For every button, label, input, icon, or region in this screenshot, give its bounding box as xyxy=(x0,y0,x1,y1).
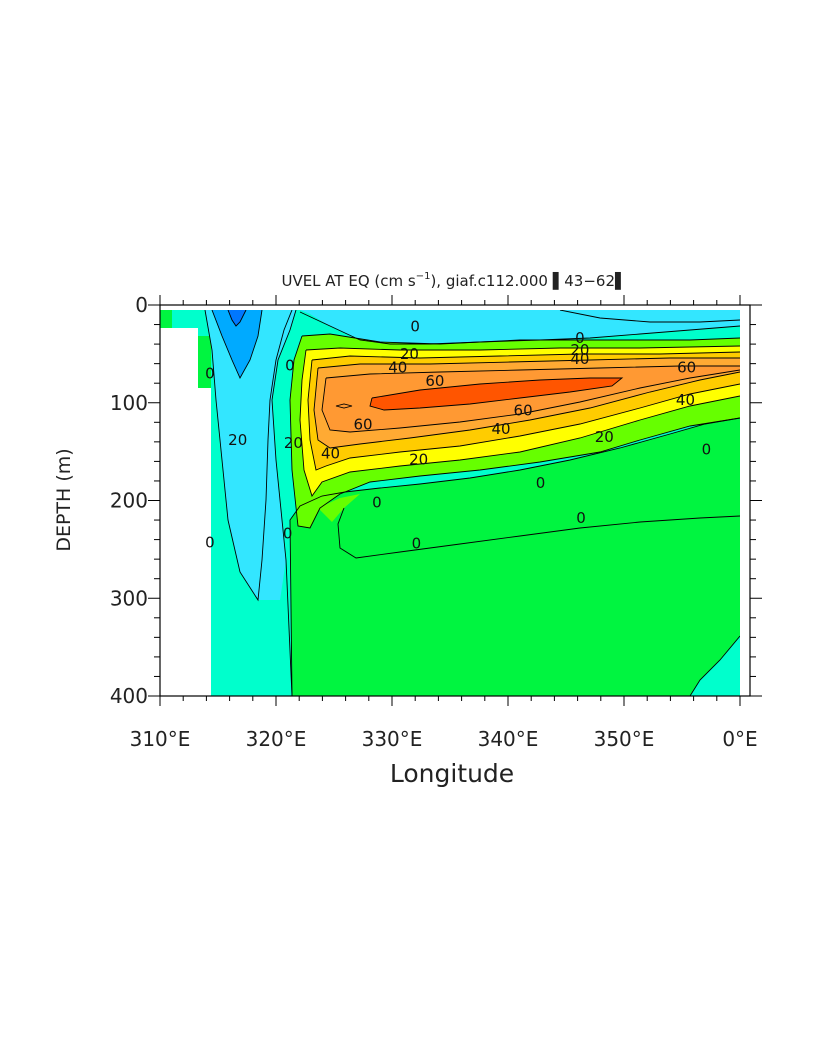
contour-label: 40 xyxy=(676,391,695,409)
x-axis-label: Longitude xyxy=(390,759,514,788)
contour-line xyxy=(227,310,247,327)
contour-label: 20 xyxy=(284,434,303,452)
y-tick-label: 0 xyxy=(135,293,148,317)
contour-label: 40 xyxy=(388,359,407,377)
contour-line xyxy=(271,310,297,696)
contour-label: 0 xyxy=(205,364,215,382)
axis-ticks xyxy=(148,295,762,706)
contour-label: 40 xyxy=(491,420,510,438)
fill-deep-east xyxy=(290,418,740,696)
contour-line xyxy=(337,507,740,559)
contour-label: 20 xyxy=(570,341,589,359)
contour-label: 20 xyxy=(228,431,247,449)
contour-label: 0 xyxy=(410,318,420,336)
fill-west-neg xyxy=(205,310,296,600)
contour-label: 0 xyxy=(575,329,585,347)
contour-line xyxy=(325,365,740,379)
contour-line xyxy=(313,367,740,449)
y-tick-label: 100 xyxy=(110,391,148,415)
fill-west-neg-3 xyxy=(228,310,246,326)
contour-label: 0 xyxy=(412,535,422,553)
contour-labels: 0204060606040404020200204060002020000000… xyxy=(205,318,712,553)
x-tick-label: 330°E xyxy=(362,727,423,751)
y-tick-label: 200 xyxy=(110,489,148,513)
contour-line xyxy=(301,333,740,345)
contour-line xyxy=(299,349,740,498)
contour-line xyxy=(289,335,740,529)
contour-line xyxy=(335,403,353,409)
x-tick-label: 310°E xyxy=(130,727,191,751)
contour-label: 20 xyxy=(400,345,419,363)
fill-surface-cyan xyxy=(300,310,740,344)
contour-line xyxy=(311,351,740,361)
y-axis-label: DEPTH (m) xyxy=(53,448,75,551)
x-tick-label: 320°E xyxy=(246,727,307,751)
y-tick-label: 400 xyxy=(110,684,148,708)
contour-line xyxy=(559,310,740,323)
y-tick-label: 300 xyxy=(110,586,148,610)
contour-line xyxy=(307,359,740,471)
contour-label: 0 xyxy=(205,534,215,552)
contour-label: 60 xyxy=(425,372,444,390)
contour-line xyxy=(289,417,740,696)
contour-label: 20 xyxy=(595,428,614,446)
x-tick-label: 0°E xyxy=(722,727,757,751)
contour-label: 60 xyxy=(514,402,533,420)
contour-label: 0 xyxy=(283,525,293,543)
fill-land-green-2 xyxy=(198,336,211,388)
fill-land-green xyxy=(160,310,172,328)
contour-line xyxy=(305,345,740,351)
contour-line xyxy=(204,310,293,602)
contour-line xyxy=(689,635,740,696)
contour-line xyxy=(317,357,740,369)
contour-label: 40 xyxy=(321,445,340,463)
land-mask xyxy=(160,328,211,696)
fill-jet-50 xyxy=(322,366,740,432)
contour-line xyxy=(321,369,740,433)
fill-lower-green-step xyxy=(318,494,360,522)
contour-label: 0 xyxy=(702,441,712,459)
contour-lines xyxy=(204,310,740,696)
x-tick-label: 350°E xyxy=(594,727,655,751)
contour-label: 20 xyxy=(409,450,428,468)
contour-label: 0 xyxy=(285,357,295,375)
chart-title: UVEL AT EQ (cm s−1), giaf.c112.000 ▌43−6… xyxy=(281,271,626,290)
contour-label: 40 xyxy=(570,350,589,368)
x-tick-label: 340°E xyxy=(478,727,539,751)
fill-west-neg-2 xyxy=(212,310,262,378)
tick-labels: 310°E 320°E 330°E 340°E 350°E 0°E010020030040… xyxy=(110,293,758,751)
contour-label: 0 xyxy=(536,474,546,492)
contour-line xyxy=(211,310,263,380)
fill-jet-60 xyxy=(370,378,622,410)
contour-label: 60 xyxy=(677,359,696,377)
contour-line xyxy=(369,377,624,411)
contour-label: 0 xyxy=(576,509,586,527)
contour-fills xyxy=(160,310,740,696)
contour-label: 60 xyxy=(353,415,372,433)
contour-label: 0 xyxy=(372,493,382,511)
